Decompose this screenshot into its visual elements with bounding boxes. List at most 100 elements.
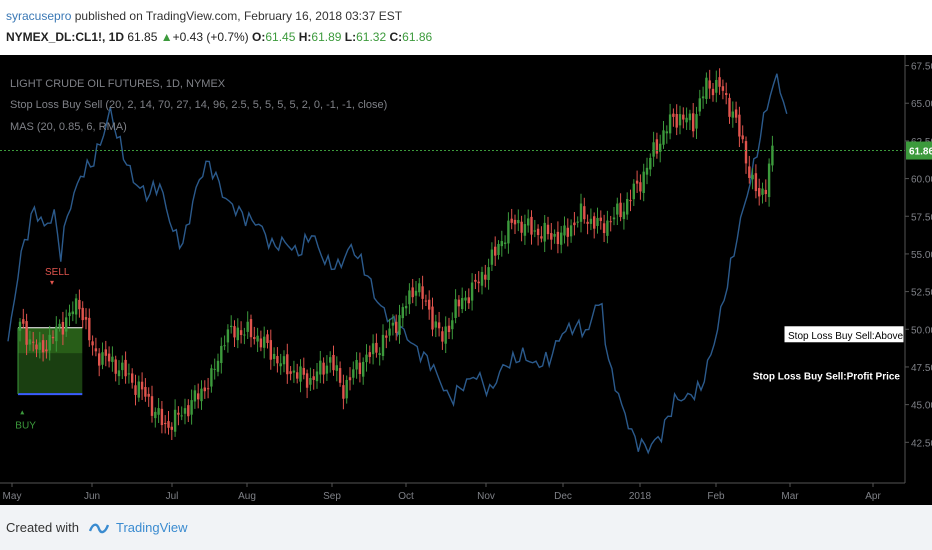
candle-body — [200, 389, 202, 401]
indicator-label-mas: MAS (20, 0.85, 6, RMA) — [10, 121, 127, 133]
footer: Created with TradingView — [0, 505, 932, 550]
candle-body — [487, 267, 489, 280]
open-label: O: — [252, 30, 265, 44]
candle-body — [197, 393, 199, 399]
x-tick-label: Sep — [323, 491, 341, 502]
low-value: 61.32 — [356, 30, 386, 44]
candle-body — [771, 146, 773, 166]
candle-body — [187, 405, 189, 416]
candle-body — [682, 115, 684, 120]
candle-body — [626, 199, 628, 215]
candle-body — [511, 219, 513, 223]
price-chart[interactable]: SELL▾BUY▴ 67.5065.0062.5060.0057.5055.00… — [0, 55, 932, 505]
candle-body — [702, 96, 704, 98]
candle-body — [722, 86, 724, 91]
high-label: H: — [299, 30, 312, 44]
candle-body — [530, 217, 532, 235]
candle-body — [692, 113, 694, 131]
candle-body — [669, 114, 671, 133]
header: syracusepro published on TradingView.com… — [0, 0, 932, 55]
candle-body — [593, 216, 595, 228]
candle-body — [738, 115, 740, 137]
candle-body — [233, 326, 235, 337]
candle-body — [276, 356, 278, 363]
y-tick-label: 57.50 — [911, 212, 932, 223]
candle-body — [134, 385, 136, 395]
candle-body — [448, 326, 450, 332]
candle-body — [563, 225, 565, 235]
candle-body — [379, 353, 381, 355]
candle-body — [606, 221, 608, 236]
created-with-line: Created with TradingView — [6, 520, 188, 535]
candle-body — [491, 250, 493, 265]
candle-body — [755, 173, 757, 191]
x-tick-label: May — [3, 491, 22, 502]
candle-body — [349, 377, 351, 380]
candle-body — [369, 352, 371, 357]
candle-body — [62, 322, 64, 335]
candle-body — [405, 306, 407, 308]
candle-body — [728, 98, 730, 117]
candle-body — [445, 326, 447, 343]
author-link[interactable]: syracusepro — [6, 9, 71, 23]
candle-body — [715, 80, 717, 93]
x-tick-label: Jul — [166, 491, 179, 502]
candle-body — [629, 200, 631, 201]
candle-body — [72, 311, 74, 314]
candle-body — [171, 427, 173, 430]
candle-body — [768, 164, 770, 197]
candle-body — [520, 222, 522, 233]
candle-body — [263, 337, 265, 348]
profit-price-label: Stop Loss Buy Sell:Profit Price — [753, 371, 901, 382]
x-tick-label: Apr — [865, 491, 881, 502]
candle-body — [68, 313, 70, 317]
candle-body — [148, 394, 150, 397]
candle-body — [458, 300, 460, 307]
candle-body — [735, 109, 737, 117]
y-tick-label: 52.50 — [911, 288, 932, 299]
candle-body — [194, 390, 196, 401]
candle-body — [223, 345, 225, 346]
candle-body — [398, 315, 400, 335]
candle-body — [695, 114, 697, 128]
candle-body — [214, 369, 216, 370]
signal-label-sell: SELL — [45, 267, 70, 278]
y-tick-label: 65.00 — [911, 99, 932, 110]
last-price-badge-label: 61.86 — [909, 147, 932, 158]
candle-body — [441, 331, 443, 341]
candle-body — [141, 382, 143, 390]
tradingview-brand[interactable]: TradingView — [116, 520, 188, 535]
candle-body — [65, 317, 67, 331]
candle-body — [557, 232, 559, 244]
candle-body — [342, 385, 344, 399]
candle-body — [108, 354, 110, 362]
chart-area[interactable]: SELL▾BUY▴ 67.5065.0062.5060.0057.5055.00… — [0, 55, 932, 505]
candle-body — [765, 190, 767, 194]
candle-body — [425, 301, 427, 302]
candle-body — [181, 415, 183, 416]
candle-body — [385, 336, 387, 338]
candle-body — [514, 220, 516, 224]
last-price: 61.85 — [127, 30, 157, 44]
candle-body — [151, 396, 153, 416]
candle-body — [573, 223, 575, 226]
candle-body — [758, 188, 760, 196]
candle-body — [524, 224, 526, 236]
candle-body — [672, 114, 674, 117]
candle-body — [603, 223, 605, 233]
candle-body — [600, 218, 602, 221]
candle-body — [431, 307, 433, 330]
candle-body — [527, 218, 529, 225]
candle-body — [243, 335, 245, 336]
signal-label-buy: BUY — [15, 421, 36, 432]
candle-body — [550, 233, 552, 240]
candle-body — [161, 409, 163, 425]
candle-body — [98, 353, 100, 365]
candle-body — [478, 282, 480, 284]
candle-body — [174, 410, 176, 432]
candle-body — [253, 337, 255, 339]
candle-body — [586, 222, 588, 224]
candle-body — [639, 182, 641, 191]
chart-title: LIGHT CRUDE OIL FUTURES, 1D, NYMEX — [10, 78, 226, 90]
candle-body — [382, 335, 384, 356]
